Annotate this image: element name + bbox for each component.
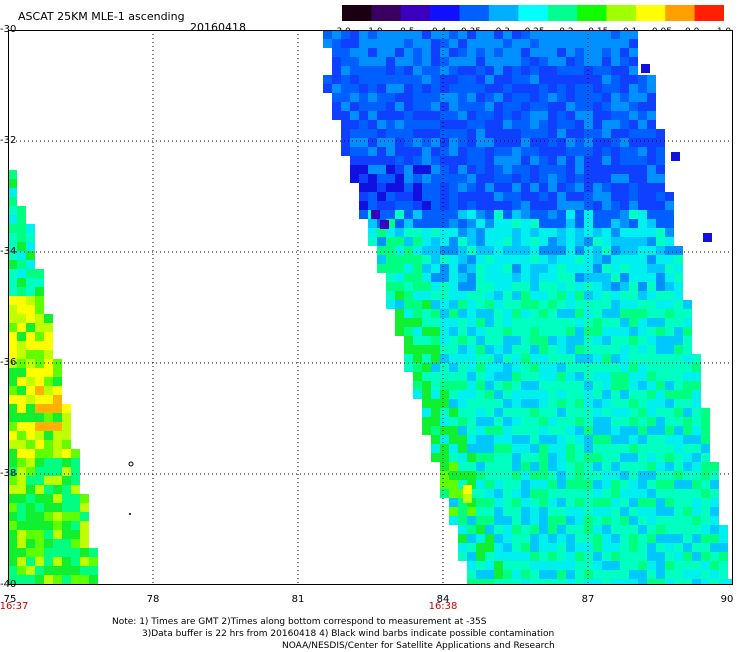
map-border: [8, 30, 733, 585]
island-marker: [128, 461, 134, 467]
colorbar-segment: [577, 5, 608, 21]
swath-left: [8, 170, 98, 584]
footnote: Note: 1) Times are GMT 2)Times along bot…: [112, 616, 555, 652]
longitude-label: 90: [720, 594, 734, 605]
colorbar-segment: [635, 5, 666, 21]
time-label: 16:38: [428, 601, 458, 612]
swath-right: [323, 30, 733, 585]
colorbar-segment: [371, 5, 402, 21]
longitude-label: 81: [291, 594, 305, 605]
colorbar-segment: [459, 5, 490, 21]
colorbar-segment: [606, 5, 637, 21]
map-title: ASCAT 25KM MLE-1 ascending: [18, 10, 185, 23]
colorbar-segment: [547, 5, 578, 21]
longitude-label: 78: [146, 594, 160, 605]
colorbar-segment: [518, 5, 549, 21]
longitude-label: 87: [581, 594, 595, 605]
swath-map: [8, 30, 733, 585]
colorbar-segment: [430, 5, 461, 21]
colorbar-segment: [665, 5, 696, 21]
note-line-2: 3)Data buffer is 22 hrs from 20160418 4)…: [142, 629, 555, 639]
latitude-label: -36: [0, 357, 17, 368]
latitude-label: -34: [0, 246, 17, 257]
latitude-label: -30: [0, 24, 17, 35]
note-line-1: Note: 1) Times are GMT 2)Times along bot…: [112, 617, 487, 627]
island-dot: [129, 513, 131, 515]
longitude-label: 84: [436, 594, 450, 605]
time-label: 16:37: [0, 601, 29, 612]
gridlines: [8, 30, 733, 585]
latitude-label: -38: [0, 468, 17, 479]
colorbar: [342, 5, 724, 21]
colorbar-segment: [694, 5, 724, 21]
latitude-label: -40: [0, 579, 17, 590]
colorbar-segment: [400, 5, 431, 21]
colorbar-segment: [342, 5, 372, 21]
colorbar-segment: [488, 5, 519, 21]
longitude-label: 75: [3, 594, 17, 605]
note-line-3: NOAA/NESDIS/Center for Satellite Applica…: [282, 641, 555, 651]
latitude-label: -32: [0, 135, 17, 146]
